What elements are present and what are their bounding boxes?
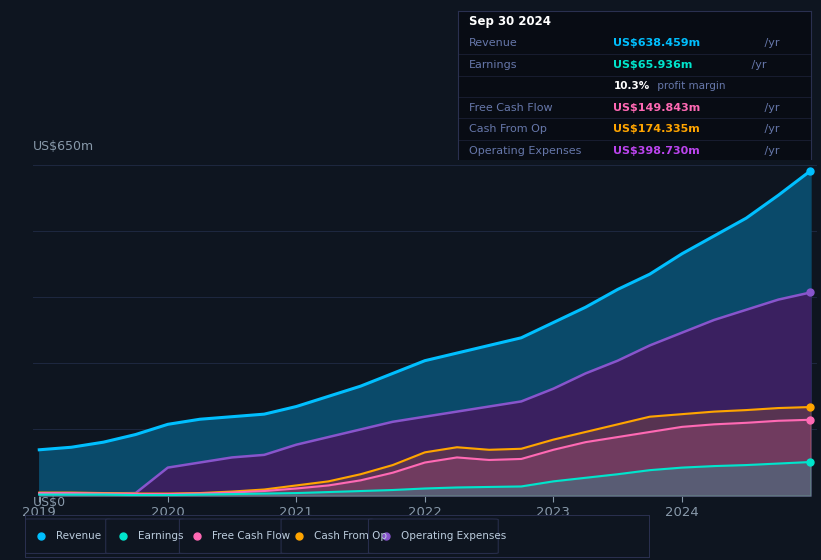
Text: /yr: /yr	[761, 124, 779, 134]
Text: US$638.459m: US$638.459m	[613, 38, 700, 48]
Text: Free Cash Flow: Free Cash Flow	[212, 531, 290, 541]
Text: Cash From Op: Cash From Op	[469, 124, 547, 134]
Text: US$0: US$0	[33, 496, 66, 508]
Text: Operating Expenses: Operating Expenses	[401, 531, 506, 541]
Text: Revenue: Revenue	[469, 38, 517, 48]
FancyBboxPatch shape	[179, 519, 286, 553]
Text: US$650m: US$650m	[33, 140, 94, 153]
Text: /yr: /yr	[761, 146, 779, 156]
Text: US$65.936m: US$65.936m	[613, 60, 693, 70]
FancyBboxPatch shape	[23, 519, 111, 553]
Text: Free Cash Flow: Free Cash Flow	[469, 102, 553, 113]
Text: Sep 30 2024: Sep 30 2024	[469, 16, 551, 29]
Text: Cash From Op: Cash From Op	[314, 531, 387, 541]
Text: profit margin: profit margin	[654, 81, 726, 91]
Text: Operating Expenses: Operating Expenses	[469, 146, 581, 156]
FancyBboxPatch shape	[106, 519, 185, 553]
Text: US$398.730m: US$398.730m	[613, 146, 700, 156]
Text: Revenue: Revenue	[56, 531, 101, 541]
Text: US$174.335m: US$174.335m	[613, 124, 700, 134]
Text: Earnings: Earnings	[469, 60, 517, 70]
Text: /yr: /yr	[761, 102, 779, 113]
FancyBboxPatch shape	[281, 519, 374, 553]
Text: US$149.843m: US$149.843m	[613, 102, 700, 113]
Text: /yr: /yr	[748, 60, 766, 70]
Text: /yr: /yr	[761, 38, 779, 48]
FancyBboxPatch shape	[369, 519, 498, 553]
Text: 10.3%: 10.3%	[613, 81, 649, 91]
Text: Earnings: Earnings	[138, 531, 184, 541]
